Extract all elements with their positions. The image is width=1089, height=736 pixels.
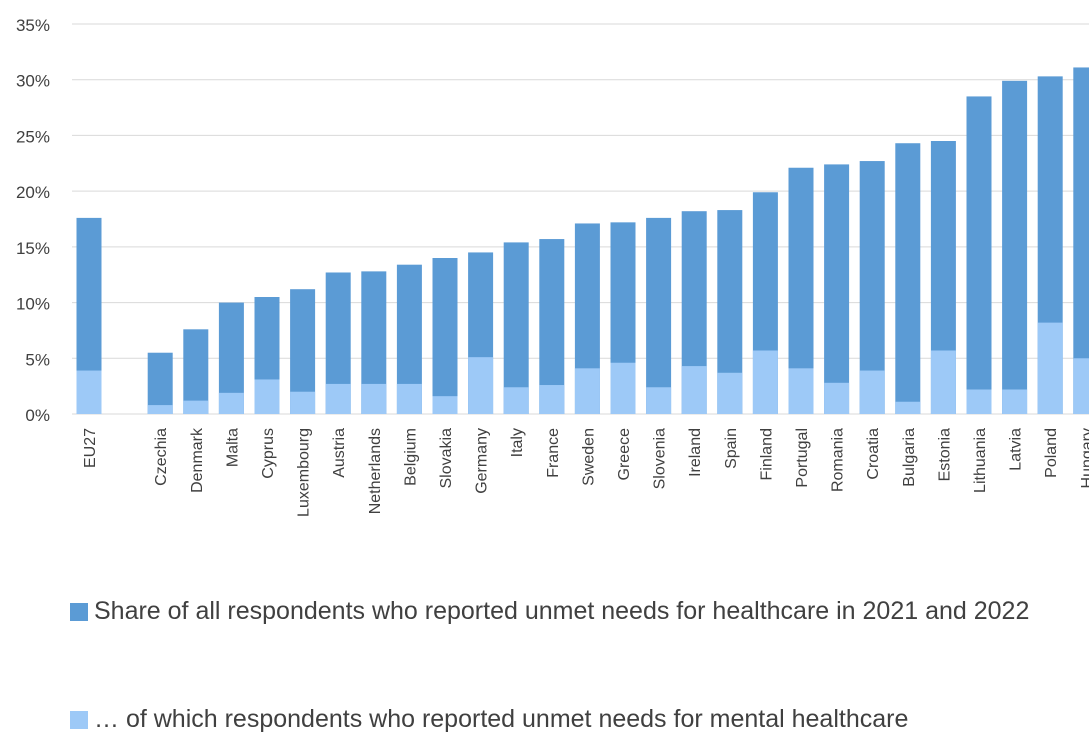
bar-mental-poland bbox=[1037, 322, 1063, 414]
legend-item-all-unmet-needs: Share of all respondents who reported un… bbox=[70, 594, 1070, 628]
bar-mental-slovenia bbox=[646, 387, 672, 414]
bar-all-denmark bbox=[183, 329, 209, 414]
x-tick-label-poland: Poland bbox=[1043, 428, 1060, 478]
x-tick-label-eu27: EU27 bbox=[82, 428, 99, 468]
y-tick-label-20: 20% bbox=[16, 183, 50, 202]
chart-legend: Share of all respondents who reported un… bbox=[70, 0, 1070, 733]
bar-chart: 0% 5% 10% 15% 20% 25% 30% 35% EU27 Czechia Denmark… bbox=[16, 16, 1089, 517]
bar-mental-estonia bbox=[930, 350, 956, 414]
bar-mental-hungary bbox=[1073, 358, 1089, 414]
y-tick-label-25: 25% bbox=[16, 127, 50, 146]
x-tick-label-romania: Romania bbox=[830, 428, 847, 492]
x-tick-label-slovenia: Slovenia bbox=[652, 428, 669, 489]
x-tick-label-greece: Greece bbox=[616, 428, 633, 481]
bar-mental-austria bbox=[325, 383, 351, 414]
bar-mental-malta bbox=[218, 392, 244, 414]
x-tick-label-estonia: Estonia bbox=[936, 428, 953, 481]
bar-all-hungary bbox=[1073, 67, 1089, 414]
bar-mental-finland bbox=[752, 350, 778, 414]
bar-mental-romania bbox=[824, 382, 850, 414]
bar-mental-ireland bbox=[681, 366, 707, 414]
bar-mental-italy bbox=[503, 387, 529, 414]
bar-mental-belgium bbox=[396, 383, 422, 414]
bar-mental-netherlands bbox=[361, 383, 387, 414]
bar-mental-portugal bbox=[788, 368, 814, 414]
x-tick-label-france: France bbox=[545, 428, 562, 478]
legend-label-all-unmet-needs: Share of all respondents who reported un… bbox=[94, 597, 1030, 625]
bar-all-slovakia bbox=[432, 258, 458, 414]
bar-mental-bulgaria bbox=[895, 401, 921, 414]
x-tick-label-belgium: Belgium bbox=[402, 428, 419, 486]
bar-mental-greece bbox=[610, 362, 636, 414]
y-tick-label-0: 0% bbox=[25, 406, 50, 425]
legend-swatch-all-unmet-needs bbox=[70, 603, 88, 621]
bar-mental-lithuania bbox=[966, 389, 992, 414]
x-tick-label-malta: Malta bbox=[224, 428, 241, 467]
y-tick-label-5: 5% bbox=[25, 350, 50, 369]
x-tick-label-germany: Germany bbox=[474, 428, 491, 494]
y-tick-label-30: 30% bbox=[16, 72, 50, 91]
bar-mental-cyprus bbox=[254, 379, 280, 414]
bar-mental-spain bbox=[717, 372, 743, 414]
bar-mental-latvia bbox=[1002, 389, 1028, 414]
bar-mental-sweden bbox=[574, 368, 600, 414]
y-tick-label-35: 35% bbox=[16, 16, 50, 35]
bar-all-latvia bbox=[1002, 80, 1028, 414]
bar-mental-czechia bbox=[147, 405, 173, 414]
x-tick-label-czechia: Czechia bbox=[153, 428, 170, 486]
y-tick-label-15: 15% bbox=[16, 239, 50, 258]
x-tick-label-bulgaria: Bulgaria bbox=[901, 428, 918, 487]
bar-mental-germany bbox=[468, 357, 494, 414]
bar-all-czechia bbox=[147, 352, 173, 414]
x-tick-label-italy: Italy bbox=[509, 428, 526, 457]
x-tick-label-sweden: Sweden bbox=[580, 428, 597, 486]
x-tick-label-croatia: Croatia bbox=[865, 428, 882, 480]
x-tick-label-portugal: Portugal bbox=[794, 428, 811, 488]
x-tick-label-netherlands: Netherlands bbox=[367, 428, 384, 514]
x-tick-label-lithuania: Lithuania bbox=[972, 428, 989, 493]
bar-all-bulgaria bbox=[895, 143, 921, 414]
legend-label-mental-healthcare: … of which respondents who reported unme… bbox=[94, 705, 909, 733]
bar-mental-luxembourg bbox=[290, 391, 316, 414]
x-tick-label-luxembourg: Luxembourg bbox=[296, 428, 313, 517]
bar-mental-slovakia bbox=[432, 396, 458, 414]
x-tick-label-austria: Austria bbox=[331, 428, 348, 478]
x-tick-label-latvia: Latvia bbox=[1008, 428, 1025, 471]
x-tick-label-slovakia: Slovakia bbox=[438, 428, 455, 489]
bar-all-italy bbox=[503, 242, 529, 414]
y-tick-label-10: 10% bbox=[16, 295, 50, 314]
legend-swatch-mental-healthcare bbox=[70, 711, 88, 729]
bar-all-slovenia bbox=[646, 217, 672, 414]
legend-item-mental-healthcare: … of which respondents who reported unme… bbox=[70, 702, 1070, 736]
bar-mental-denmark bbox=[183, 400, 209, 414]
bar-all-france bbox=[539, 239, 565, 414]
bar-all-romania bbox=[824, 164, 850, 414]
x-tick-label-cyprus: Cyprus bbox=[260, 428, 277, 479]
x-tick-label-spain: Spain bbox=[723, 428, 740, 469]
bar-mental-france bbox=[539, 385, 565, 414]
bar-mental-eu27 bbox=[76, 370, 102, 414]
bar-mental-croatia bbox=[859, 370, 885, 414]
x-tick-label-denmark: Denmark bbox=[189, 427, 206, 493]
x-tick-label-hungary: Hungary bbox=[1079, 428, 1089, 488]
bar-all-lithuania bbox=[966, 96, 992, 414]
x-tick-label-ireland: Ireland bbox=[687, 428, 704, 477]
x-tick-label-finland: Finland bbox=[758, 428, 775, 480]
